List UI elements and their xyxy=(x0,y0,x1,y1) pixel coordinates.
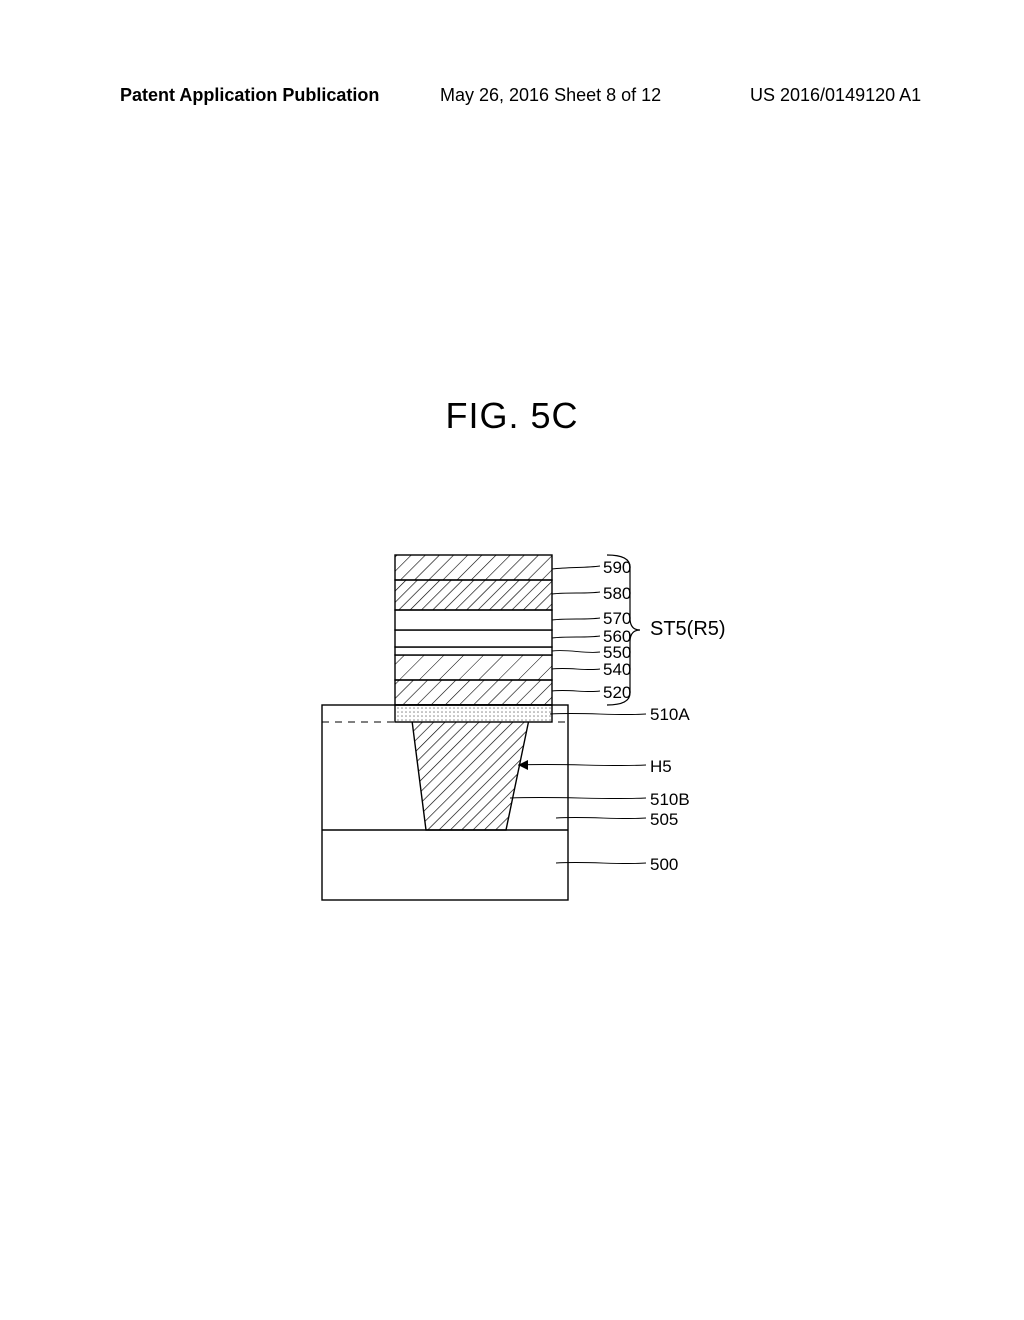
label-l540: 540 xyxy=(603,660,631,680)
label-l510A: 510A xyxy=(650,705,690,725)
label-l500: 500 xyxy=(650,855,678,875)
label-l510B: 510B xyxy=(650,790,690,810)
label-l590: 590 xyxy=(603,558,631,578)
label-lH5: H5 xyxy=(650,757,672,777)
figure-title: FIG. 5C xyxy=(445,395,578,437)
header-pub-number: US 2016/0149120 A1 xyxy=(750,85,921,106)
figure-diagram: 590580570560550540520510AH5510B505500ST5… xyxy=(292,490,732,910)
header-publication: Patent Application Publication xyxy=(120,85,379,106)
label-l520: 520 xyxy=(603,683,631,703)
header-date-sheet: May 26, 2016 Sheet 8 of 12 xyxy=(440,85,661,106)
label-l505: 505 xyxy=(650,810,678,830)
label-l570: 570 xyxy=(603,609,631,629)
label-l580: 580 xyxy=(603,584,631,604)
brace-label: ST5(R5) xyxy=(650,618,726,641)
page-header: Patent Application Publication May 26, 2… xyxy=(0,85,1024,113)
